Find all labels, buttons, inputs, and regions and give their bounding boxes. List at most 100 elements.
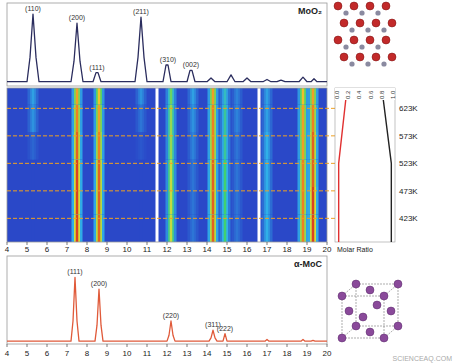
oxygen-atom: [356, 53, 364, 61]
x-tick-label: 6: [45, 349, 50, 358]
x-tick-label: 6: [45, 245, 50, 254]
heatmap-stripe: [94, 88, 105, 105]
mo-atom: [343, 10, 348, 15]
heatmap-stripe: [166, 88, 177, 105]
phase-title: MoO₂: [298, 6, 322, 16]
temperature-label: 423K: [399, 214, 418, 223]
plot-area: [7, 277, 327, 341]
ratio-area: [339, 88, 392, 242]
oxygen-atom: [334, 36, 342, 44]
phase-title: α-MoC: [294, 259, 323, 269]
ratio-axis-label: Molar Ratio: [337, 246, 373, 253]
heatmap-stripe: [298, 88, 309, 105]
heatmap-stripe: [222, 88, 228, 105]
tick-band: [335, 88, 395, 100]
mo-atom: [352, 322, 360, 330]
peak-label: (222): [217, 325, 233, 333]
oxygen-atom: [340, 53, 348, 61]
lattice-edge: [342, 296, 343, 338]
mo-atom: [381, 27, 386, 32]
mo-atom: [381, 61, 386, 66]
x-tick-label: 4: [5, 349, 10, 358]
x-tick: [147, 344, 148, 347]
x-tick-label: 12: [163, 349, 172, 358]
heatmap-stripe: [262, 88, 273, 105]
x-tick-label: 16: [243, 245, 252, 254]
x-tick-label: 18: [283, 245, 292, 254]
heatmap-stripe: [300, 88, 306, 105]
heatmap-stripe: [224, 88, 227, 105]
heatmap-stripe: [32, 88, 35, 105]
mo-atom: [359, 44, 364, 49]
ratio-tick-label: 0.8: [379, 90, 385, 99]
mo-atom: [365, 61, 370, 66]
lattice-edge: [384, 296, 385, 338]
heatmap-stripe: [136, 88, 147, 105]
x-tick: [187, 344, 188, 347]
heatmap-stripe: [72, 88, 83, 105]
x-tick-label: 5: [25, 349, 30, 358]
heatmap-stripe: [234, 88, 240, 105]
pattern-line: [7, 277, 327, 341]
temperature-label: 623K: [399, 104, 418, 113]
x-tick-label: 8: [85, 349, 90, 358]
peak-label: (310): [160, 56, 176, 64]
x-tick: [67, 344, 68, 347]
figure: (110)(200)(111)(211)(310)(002)MoO₂423K47…: [0, 0, 456, 364]
x-tick: [207, 344, 208, 347]
mo-atom: [380, 334, 388, 342]
x-tick: [307, 344, 308, 347]
peak-label: (111): [89, 64, 104, 72]
heatmap-area: [7, 88, 327, 242]
ratio-tick-label: 0.6: [368, 90, 374, 99]
heatmap-background: [7, 88, 327, 242]
heatmap-stripe: [236, 88, 239, 105]
temperature-label: 473K: [399, 187, 418, 196]
peak-label: (110): [25, 5, 41, 13]
x-tick: [107, 344, 108, 347]
panel-break: [156, 88, 159, 242]
panel-break: [258, 88, 261, 242]
oxygen-atom: [372, 53, 380, 61]
x-tick-label: 19: [303, 349, 312, 358]
oxygen-atom: [340, 19, 348, 27]
heatmap-stripe: [30, 88, 36, 105]
x-tick-label: 10: [123, 349, 132, 358]
peak-label: (111): [67, 268, 82, 276]
peak-label: (211): [133, 8, 149, 16]
plot-frame: [7, 3, 327, 86]
x-tick-label: 20: [323, 245, 332, 254]
x-tick: [7, 344, 8, 347]
heatmap-stripe: [266, 88, 269, 105]
ratio-tick-label: 0.4: [356, 90, 362, 99]
heatmap-stripe: [140, 88, 143, 105]
x-tick-label: 17: [263, 349, 272, 358]
x-tick: [247, 344, 248, 347]
x-tick-label: 8: [85, 245, 90, 254]
x-tick: [227, 344, 228, 347]
x-tick-label: 18: [283, 349, 292, 358]
oxygen-atom: [334, 2, 342, 10]
heatmap-stripe: [302, 88, 305, 105]
mo-atom: [365, 27, 370, 32]
oxygen-atom: [350, 2, 358, 10]
x-tick-label: 13: [183, 245, 192, 254]
heatmap-stripe: [192, 88, 195, 105]
plot-frame: [7, 256, 327, 344]
ratio-tick-label: 0.2: [345, 90, 351, 99]
oxygen-atom: [356, 19, 364, 27]
mo-atom: [343, 44, 348, 49]
heatmap-stripe: [188, 88, 199, 105]
x-tick: [127, 344, 128, 347]
heatmap-stripe: [98, 88, 101, 105]
x-tick: [87, 344, 88, 347]
mo-atom: [380, 292, 388, 300]
lattice-edge: [356, 284, 357, 326]
mo-atom: [394, 322, 402, 330]
mo-atom: [394, 280, 402, 288]
heatmap-stripe: [212, 88, 215, 105]
x-tick-label: 14: [203, 349, 212, 358]
lattice-edge: [342, 338, 384, 339]
x-tick-label: 12: [163, 245, 172, 254]
ratio-tick-label: 0.0: [334, 90, 340, 99]
